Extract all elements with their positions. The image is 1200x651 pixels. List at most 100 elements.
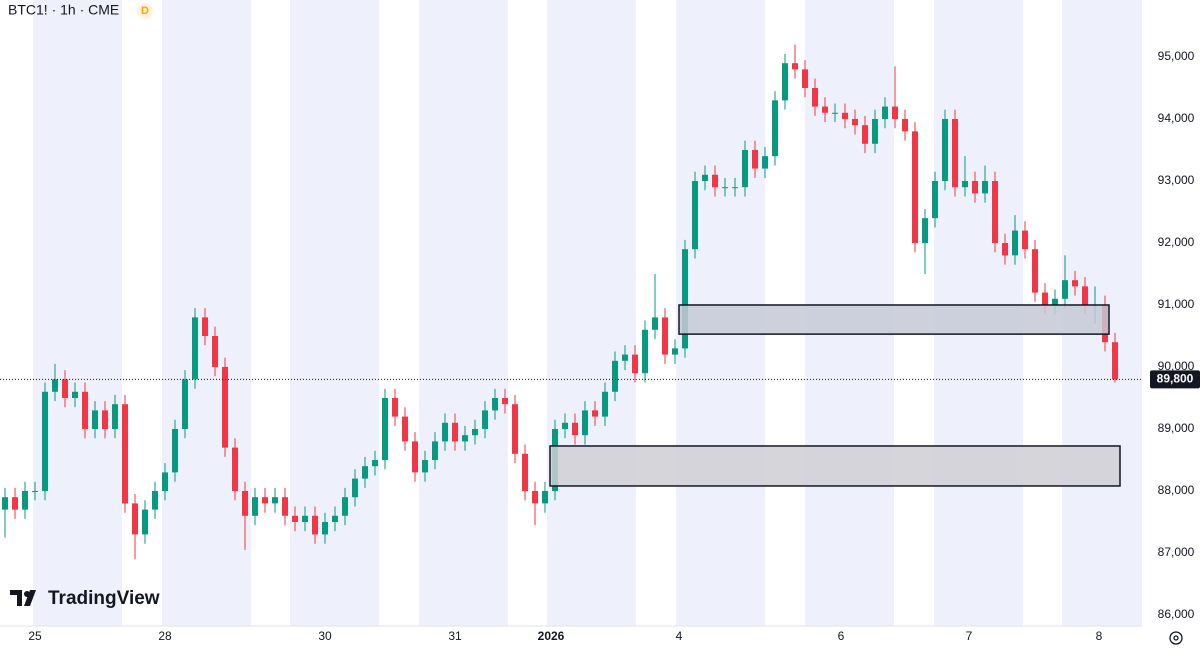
candle-body: [712, 174, 718, 188]
x-tick-label: 31: [448, 629, 462, 643]
candle-body: [1072, 280, 1078, 287]
candle-body: [362, 466, 368, 479]
candle-body: [1052, 298, 1058, 305]
candle-body: [502, 397, 508, 405]
candle-body: [62, 379, 68, 398]
x-tick-label: 25: [28, 629, 42, 643]
candle-body: [52, 379, 58, 392]
candle-body: [142, 509, 148, 535]
candle-body: [432, 441, 438, 460]
candle-body: [532, 490, 538, 504]
candle-body: [972, 180, 978, 194]
settings-icon[interactable]: [1169, 631, 1183, 645]
x-tick-label: 8: [1096, 629, 1103, 643]
candle-body: [92, 410, 98, 429]
candle-body: [722, 187, 728, 189]
candle-body: [472, 428, 478, 436]
candle-body: [422, 459, 428, 473]
candle-body: [942, 118, 948, 181]
candle-body: [542, 490, 548, 504]
y-tick-label: 88,000: [1158, 483, 1195, 497]
candle-body: [952, 118, 958, 188]
y-tick-label: 86,000: [1158, 607, 1195, 621]
candle-body: [732, 187, 738, 189]
x-tick-label: 2026: [538, 629, 565, 643]
candle-body: [1032, 249, 1038, 293]
candle-body: [662, 317, 668, 355]
candle-body: [102, 410, 108, 429]
candle-body: [32, 490, 38, 492]
candle-body: [892, 106, 898, 119]
candle-body: [882, 106, 888, 119]
last-price-box: [1150, 370, 1200, 389]
candle-body: [932, 180, 938, 219]
candle-body: [312, 515, 318, 535]
candle-body: [982, 180, 988, 194]
candle-body: [862, 125, 868, 144]
badge: D: [141, 5, 149, 17]
last-price-label: 89,800: [1157, 372, 1194, 386]
candle-body: [692, 180, 698, 250]
candle-body: [322, 521, 328, 535]
candle-body: [192, 317, 198, 380]
candle-body: [742, 149, 748, 188]
candle-body: [282, 497, 288, 516]
candle-body: [242, 490, 248, 516]
candle-body: [152, 490, 158, 510]
candle-body: [382, 397, 388, 460]
candle-body: [1022, 230, 1028, 250]
zone: [549, 445, 1121, 487]
candle-body: [182, 379, 188, 429]
y-tick-label: 92,000: [1158, 235, 1195, 249]
candle-body: [832, 112, 838, 114]
y-tick-label: 87,000: [1158, 545, 1195, 559]
candle-body: [592, 410, 598, 417]
candle-body: [762, 156, 768, 169]
y-tick-label: 91,000: [1158, 297, 1195, 311]
candle-body: [72, 391, 78, 398]
candle-body: [612, 360, 618, 392]
candle-body: [352, 478, 358, 498]
candle-body: [132, 503, 138, 535]
candle-body: [632, 354, 638, 374]
candle-body: [392, 397, 398, 417]
candle-body: [622, 354, 628, 361]
candle-body: [292, 515, 298, 522]
candle-body: [162, 472, 168, 491]
candle-body: [642, 329, 648, 374]
candle-body: [922, 218, 928, 243]
watermark: TradingView: [48, 588, 160, 609]
candle-body: [802, 69, 808, 88]
candle-body: [792, 63, 798, 70]
candle-body: [902, 118, 908, 132]
candle-body: [812, 87, 818, 107]
candle-body: [1112, 342, 1118, 380]
candle-body: [332, 515, 338, 522]
x-tick-label: 4: [676, 629, 683, 643]
candle-body: [482, 410, 488, 429]
badge-bg: [137, 3, 153, 19]
candle-body: [682, 249, 688, 349]
candle-body: [412, 441, 418, 473]
candle-body: [302, 515, 308, 522]
candle-body: [342, 497, 348, 516]
candle-body: [1012, 230, 1018, 256]
candle-body: [672, 348, 678, 355]
y-tick-label: 89,000: [1158, 421, 1195, 435]
candle-body: [522, 453, 528, 491]
candle-body: [452, 422, 458, 442]
candle-body: [202, 317, 208, 336]
candle-body: [82, 391, 88, 429]
candle-body: [872, 118, 878, 144]
candle-body: [402, 416, 408, 442]
candle-body: [212, 335, 218, 367]
candle-body: [252, 497, 258, 516]
x-tick-label: 6: [838, 629, 845, 643]
candle-body: [582, 410, 588, 436]
candle-body: [12, 497, 18, 510]
candle-body: [372, 459, 378, 467]
candle-body: [652, 317, 658, 330]
x-tick-label: 7: [966, 629, 973, 643]
candle-body: [222, 366, 228, 448]
